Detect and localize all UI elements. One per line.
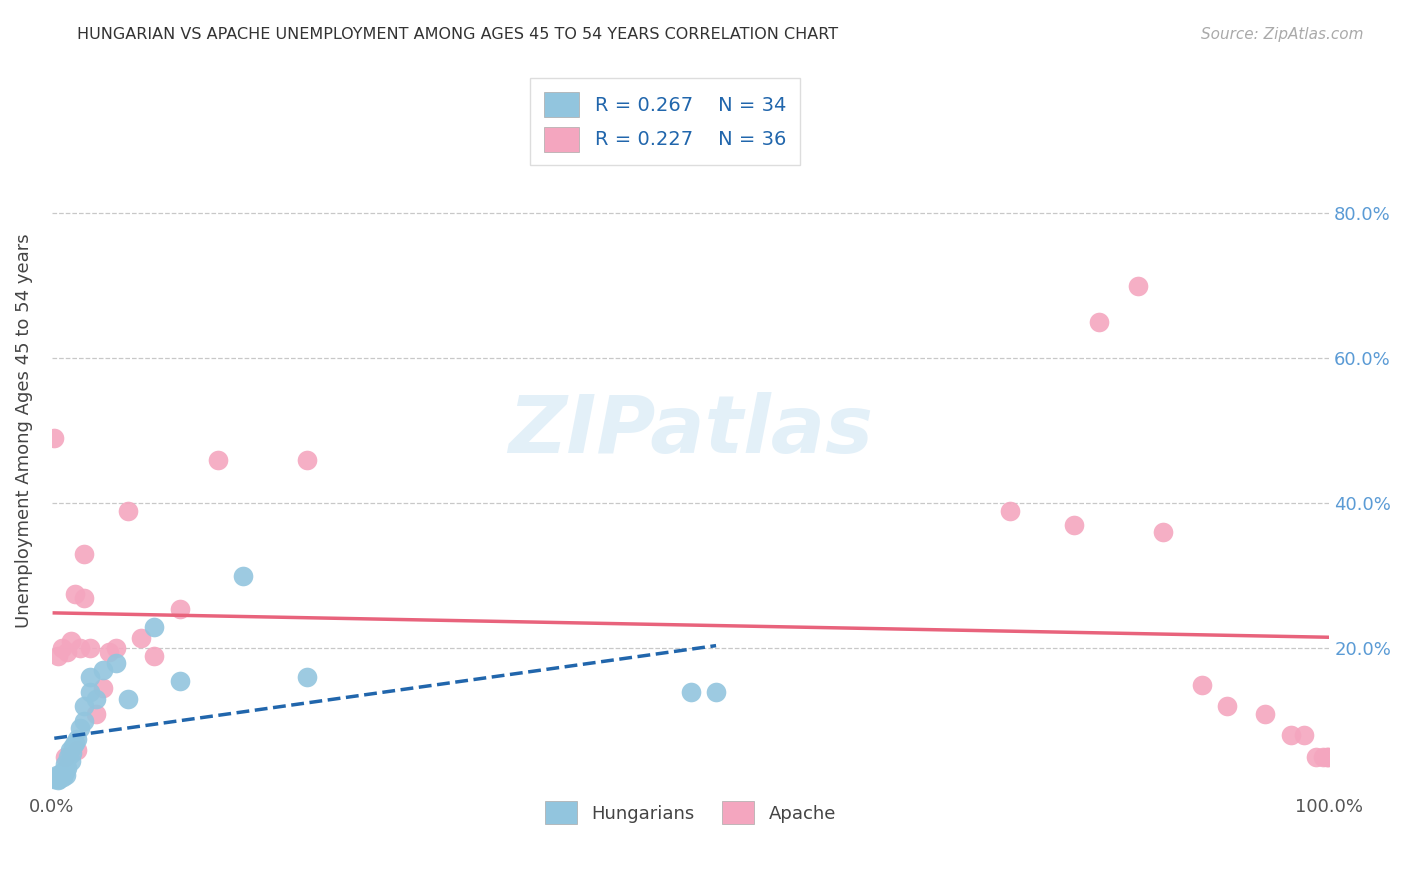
Point [91, 681, 114, 696]
Point [98, 645, 121, 659]
Point [63, 587, 86, 601]
Point [62, 739, 84, 754]
Point [45, 768, 67, 782]
Point [91, 663, 114, 677]
Point [59, 754, 82, 768]
Point [1191, 678, 1213, 692]
Point [53, 764, 76, 779]
Point [142, 620, 165, 634]
Point [46, 773, 69, 788]
Y-axis label: Unemployment Among Ages 45 to 54 years: Unemployment Among Ages 45 to 54 years [15, 234, 32, 628]
Point [73, 714, 96, 728]
Point [44, 431, 66, 445]
Point [73, 591, 96, 605]
Point [53, 757, 76, 772]
Point [79, 641, 101, 656]
Point [66, 743, 89, 757]
Point [1088, 315, 1111, 329]
Point [79, 685, 101, 699]
Text: HUNGARIAN VS APACHE UNEMPLOYMENT AMONG AGES 45 TO 54 YEARS CORRELATION CHART: HUNGARIAN VS APACHE UNEMPLOYMENT AMONG A… [77, 27, 838, 42]
Point [69, 721, 91, 735]
Point [1316, 750, 1339, 764]
Point [1317, 750, 1340, 764]
Point [704, 685, 727, 699]
Point [1126, 279, 1149, 293]
Text: ZIPatlas: ZIPatlas [508, 392, 873, 470]
Point [49, 768, 72, 782]
Point [998, 503, 1021, 517]
Point [55, 768, 77, 782]
Point [86, 692, 108, 706]
Point [59, 743, 82, 757]
Point [58, 750, 80, 764]
Point [52, 771, 75, 785]
Point [129, 631, 152, 645]
Point [56, 761, 79, 775]
Point [53, 750, 76, 764]
Point [1063, 518, 1085, 533]
Point [51, 764, 73, 779]
Text: Source: ZipAtlas.com: Source: ZipAtlas.com [1201, 27, 1364, 42]
Point [73, 699, 96, 714]
Point [51, 641, 73, 656]
Point [1279, 728, 1302, 742]
Point [86, 706, 108, 721]
Point [63, 736, 86, 750]
Point [117, 692, 139, 706]
Point [1312, 750, 1334, 764]
Point [142, 648, 165, 663]
Point [232, 569, 254, 583]
Point [297, 453, 319, 467]
Point [79, 670, 101, 684]
Point [46, 648, 69, 663]
Point [169, 601, 191, 615]
Point [73, 547, 96, 561]
Point [60, 747, 83, 761]
Point [69, 641, 91, 656]
Point [1216, 699, 1239, 714]
Point [169, 673, 191, 688]
Point [117, 503, 139, 517]
Point [104, 641, 127, 656]
Point [59, 634, 82, 648]
Point [56, 645, 79, 659]
Point [1152, 525, 1174, 540]
Legend: Hungarians, Apache: Hungarians, Apache [534, 790, 848, 835]
Point [297, 670, 319, 684]
Point [679, 685, 702, 699]
Point [1254, 706, 1277, 721]
Point [1292, 728, 1315, 742]
Point [104, 656, 127, 670]
Point [66, 731, 89, 746]
Point [44, 772, 66, 786]
Point [48, 772, 70, 786]
Point [45, 771, 67, 785]
Point [1305, 750, 1327, 764]
Point [207, 453, 229, 467]
